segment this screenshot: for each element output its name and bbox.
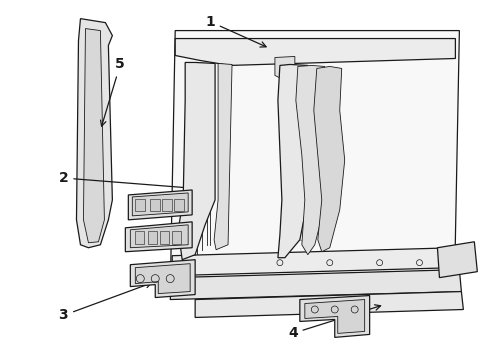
Polygon shape [305,300,365,333]
Polygon shape [150,199,160,211]
Polygon shape [278,64,310,258]
Text: 4: 4 [288,305,381,341]
Polygon shape [132,193,188,216]
Text: 3: 3 [58,282,151,323]
Polygon shape [300,296,369,337]
Polygon shape [170,31,460,294]
Polygon shape [130,260,195,298]
Polygon shape [135,199,145,211]
Polygon shape [214,63,232,250]
Polygon shape [296,66,328,255]
Polygon shape [438,242,477,278]
Polygon shape [76,19,112,248]
Polygon shape [130,225,188,248]
Polygon shape [172,248,454,276]
Polygon shape [128,190,192,220]
Text: 1: 1 [205,15,266,47]
Polygon shape [178,62,215,260]
Polygon shape [174,199,184,211]
Polygon shape [148,231,157,244]
Polygon shape [275,57,295,80]
Polygon shape [135,231,144,244]
Polygon shape [125,222,192,252]
Polygon shape [83,28,104,243]
Polygon shape [314,67,345,252]
Text: 2: 2 [58,171,211,192]
Polygon shape [172,231,181,244]
Polygon shape [195,292,464,318]
Polygon shape [135,264,190,293]
Polygon shape [162,199,172,211]
Polygon shape [160,231,169,244]
Polygon shape [175,39,455,66]
Text: 5: 5 [100,58,125,126]
Polygon shape [170,270,462,300]
